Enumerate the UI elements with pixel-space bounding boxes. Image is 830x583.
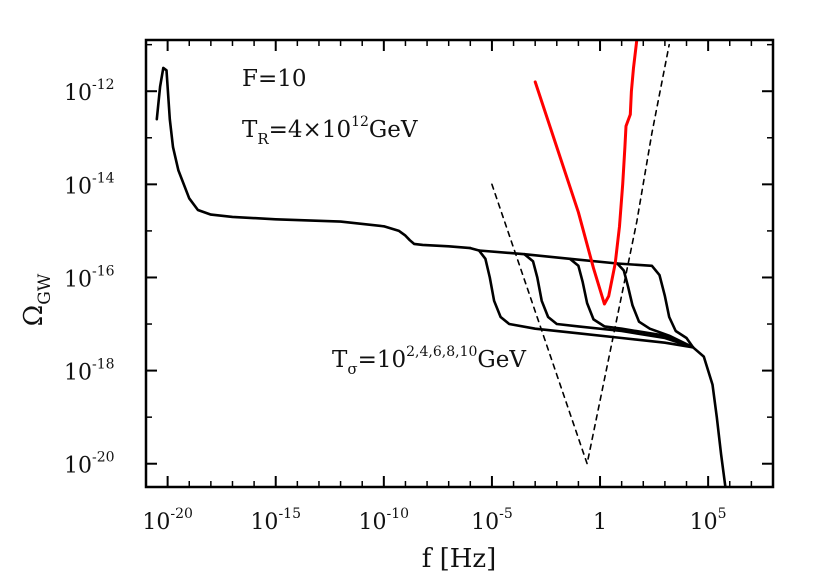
x-tick-label: 10-5	[471, 506, 513, 535]
x-tick-label: 10-10	[359, 506, 410, 535]
y-axis-subscript: GW	[35, 273, 55, 305]
y-axis-title: ΩGW	[19, 273, 55, 326]
x-tick-label: 10-15	[250, 506, 301, 535]
series-line-1	[469, 246, 727, 487]
annotation-tr-sub: R	[257, 130, 269, 148]
series-line-2	[477, 249, 695, 349]
annotation-f: F=10	[242, 66, 307, 92]
data-series	[155, 40, 727, 487]
x-axis-title: f [Hz]	[422, 544, 497, 574]
series-line-5	[616, 262, 695, 349]
x-tick-labels: 10-20 10-15 10-10 10-5 1 105	[142, 506, 726, 535]
x-tick-label: 1	[593, 510, 607, 535]
annotation-tr-unit: GeV	[369, 117, 418, 143]
y-tick-label: 10-20	[64, 450, 115, 479]
plot-frame	[144, 38, 775, 489]
annotation-ts-main: T	[332, 347, 348, 373]
annotation-tr-main: T	[242, 117, 258, 143]
series-line-4	[568, 257, 695, 349]
annotation-ts-unit: GeV	[477, 347, 526, 373]
y-tick-label: 10-14	[64, 170, 115, 199]
y-tick-labels: 10-12 10-14 10-16 10-18 10-20	[64, 77, 115, 479]
series-line-6	[491, 43, 670, 465]
annotation-tr-value: =4×10	[269, 117, 351, 143]
y-tick-label: 10-16	[64, 263, 115, 292]
x-tick-label: 105	[690, 506, 727, 535]
annotation-ts-sub: σ	[347, 360, 357, 378]
y-tick-label: 10-12	[64, 77, 115, 106]
series-line-0	[155, 66, 472, 250]
annotation-ts-sup: 2,4,6,8,10	[406, 344, 477, 360]
y-axis-omega: Ω	[19, 305, 49, 327]
series-line-3	[523, 252, 695, 349]
x-tick-label: 10-20	[142, 506, 193, 535]
annotation-ts-value: =10	[358, 347, 407, 373]
annotation-tsigma: Tσ=102,4,6,8,10GeV	[332, 344, 526, 378]
annotation-tr: TR=4×1012GeV	[242, 114, 418, 148]
y-tick-label: 10-18	[64, 357, 115, 386]
series-line-7	[533, 40, 639, 306]
annotation-tr-sup: 12	[351, 114, 369, 130]
